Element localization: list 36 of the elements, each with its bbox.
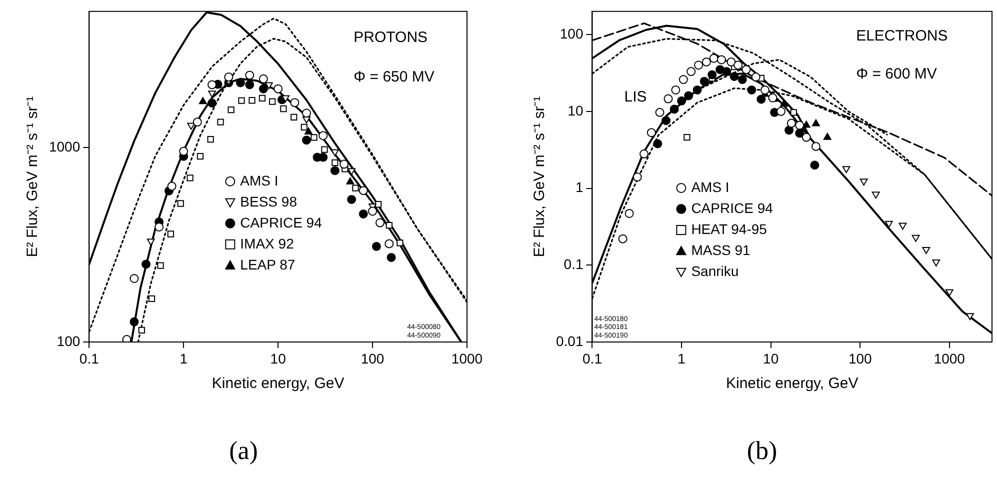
legend-label: AMS I — [691, 178, 730, 195]
y-tick-label: 1 — [575, 179, 584, 196]
legend-label: MASS 91 — [691, 242, 751, 258]
legend-label: CAPRICE 94 — [240, 214, 322, 230]
x-tick-label: 1000 — [451, 350, 483, 366]
x-tick-label: 1 — [180, 350, 188, 366]
legend-label: HEAT 94-95 — [691, 220, 768, 237]
legend-label: AMS I — [240, 172, 278, 188]
y-axis-title: E² Flux, GeV m⁻² s⁻¹ sr⁻¹ — [531, 96, 548, 258]
x-axis-title: Kinetic energy, GeV — [726, 374, 858, 392]
annotation: LIS — [624, 88, 647, 106]
annotation: ELECTRONS — [856, 27, 948, 44]
x-tick-label: 100 — [848, 350, 872, 366]
y-axis-title: E² Flux, GeV m⁻² s⁻¹ sr⁻¹ — [24, 96, 42, 258]
text: (a) — [229, 436, 258, 466]
x-tick-label: 0.1 — [582, 350, 602, 366]
x-tick-label: 1 — [678, 350, 686, 366]
annotation: Φ = 650 MV — [354, 68, 434, 86]
legend-label: CAPRICE 94 — [691, 200, 774, 216]
x-tick-label: 10 — [763, 350, 779, 366]
x-tick-label: 10 — [270, 350, 286, 366]
y-tick-label: 100 — [560, 25, 584, 42]
x-tick-label: 0.1 — [79, 350, 100, 366]
x-tick-label: 100 — [360, 350, 384, 366]
x-tick-label: 1000 — [934, 350, 966, 366]
y-tick-label: 0.1 — [564, 256, 584, 272]
text: (b) — [746, 436, 778, 466]
y-tick-label: 10 — [568, 102, 584, 118]
annotation: PROTONS — [354, 28, 428, 46]
y-tick-label: 0.01 — [556, 332, 584, 349]
legend-label: LEAP 87 — [240, 256, 296, 272]
legend-label: Sanriku — [691, 262, 739, 279]
x-axis-title: Kinetic energy, GeV — [212, 374, 344, 392]
annotation: Φ = 600 MV — [856, 65, 937, 82]
legend-label: IMAX 92 — [240, 235, 294, 252]
legend-label: BESS 98 — [240, 193, 298, 210]
